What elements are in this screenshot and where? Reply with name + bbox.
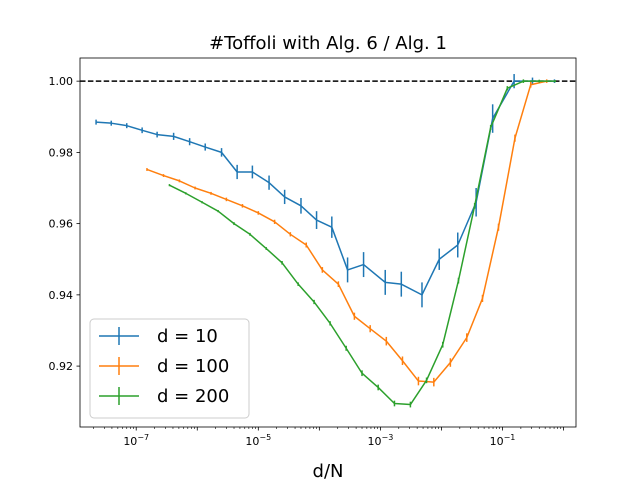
chart-title: #Toffoli with Alg. 6 / Alg. 1 [209, 33, 447, 54]
legend: d = 10 d = 100 d = 200 [89, 318, 250, 419]
legend-item: d = 100 [99, 356, 229, 377]
legend-label: d = 10 [157, 326, 218, 347]
axes-frame [79, 57, 577, 428]
legend-label: d = 100 [157, 356, 229, 377]
legend-item: d = 200 [99, 386, 229, 407]
legend-box [89, 318, 250, 419]
series-line [146, 80, 547, 383]
x-axis-label: d/N [313, 461, 344, 480]
y-tick-label: 0.96 [49, 218, 74, 231]
series-1 [95, 74, 556, 308]
x-tick-label: 10−7 [123, 433, 149, 448]
plot-area: 0.92 0.94 0.96 0.98 1.00 10−7 10−5 10−3 10−1 d = … [49, 57, 577, 448]
x-tick-label: 10−1 [490, 433, 516, 448]
series-layer [95, 74, 556, 408]
x-tick-label: 10−5 [245, 433, 271, 448]
y-tick-label: 0.92 [49, 360, 74, 373]
series-3 [168, 79, 556, 408]
y-tick-label: 0.94 [49, 289, 74, 302]
y-tick-label: 0.98 [49, 146, 74, 159]
series-line [96, 80, 555, 296]
legend-label: d = 200 [157, 386, 229, 407]
y-tick-label: 1.00 [49, 75, 74, 88]
series-2 [146, 79, 548, 387]
x-tick-label: 10−3 [368, 433, 394, 448]
legend-item: d = 10 [99, 326, 218, 347]
